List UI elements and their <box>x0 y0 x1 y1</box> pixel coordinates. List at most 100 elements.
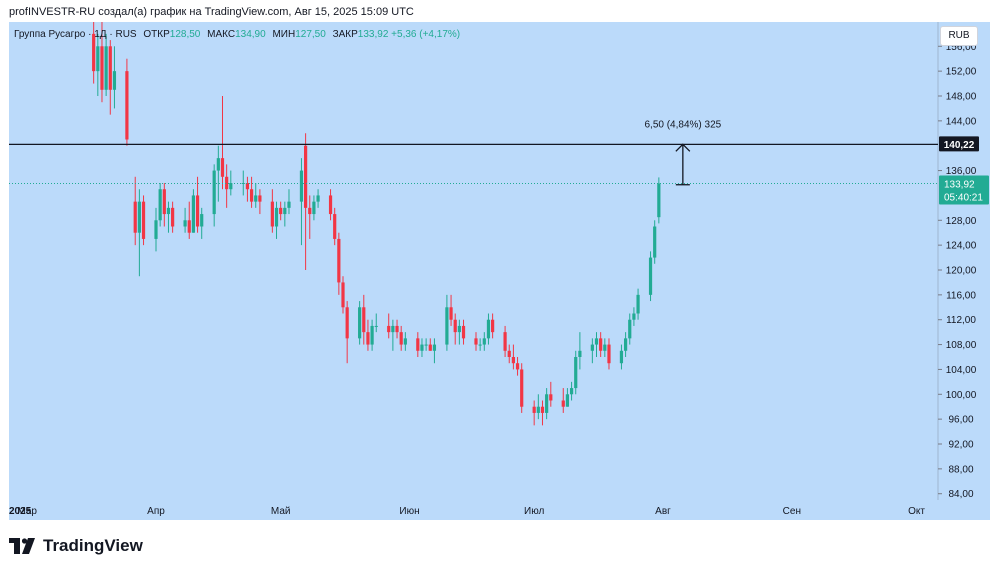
candle-body[interactable] <box>428 344 432 351</box>
candle-body[interactable] <box>362 307 366 333</box>
candle-body[interactable] <box>478 344 482 346</box>
candle-body[interactable] <box>623 338 628 351</box>
candle-body[interactable] <box>569 388 574 395</box>
candle-body[interactable] <box>92 33 96 72</box>
candle-body[interactable] <box>279 207 283 215</box>
candle-body[interactable] <box>399 332 403 345</box>
candle-body[interactable] <box>216 158 220 171</box>
candle-body[interactable] <box>312 201 316 215</box>
candle-body[interactable] <box>565 394 570 407</box>
candle-body[interactable] <box>561 400 565 407</box>
candle-body[interactable] <box>333 214 337 239</box>
candle-body[interactable] <box>387 325 391 333</box>
candle-body[interactable] <box>636 294 640 314</box>
candle-body[interactable] <box>449 307 453 320</box>
candle-body[interactable] <box>607 344 611 364</box>
candle-body[interactable] <box>653 226 657 258</box>
candle-body[interactable] <box>632 313 636 320</box>
candle-body[interactable] <box>108 46 112 90</box>
candle-body[interactable] <box>187 220 191 233</box>
candle-body[interactable] <box>549 394 553 401</box>
candle-body[interactable] <box>366 332 370 345</box>
candle-body[interactable] <box>416 338 420 351</box>
symbol-name[interactable]: Группа Русагро · 1Д · RUS <box>14 29 137 40</box>
currency-button[interactable]: RUB <box>940 26 978 46</box>
candle-body[interactable] <box>628 319 632 339</box>
candle-body[interactable] <box>229 183 233 190</box>
candle-body[interactable] <box>283 207 287 215</box>
candle-body[interactable] <box>195 195 200 227</box>
candle-body[interactable] <box>171 207 175 227</box>
candle-body[interactable] <box>299 170 304 202</box>
candle-body[interactable] <box>270 201 274 227</box>
candle-body[interactable] <box>158 189 162 221</box>
candle-body[interactable] <box>403 338 407 345</box>
candle-body[interactable] <box>594 338 599 345</box>
candle-body[interactable] <box>341 282 345 308</box>
candle-body[interactable] <box>511 357 515 364</box>
candle-body[interactable] <box>249 189 254 202</box>
candle-body[interactable] <box>445 307 449 345</box>
candle-body[interactable] <box>125 71 129 140</box>
candle-body[interactable] <box>308 207 312 215</box>
candle-body[interactable] <box>154 220 158 239</box>
candle-body[interactable] <box>590 344 594 351</box>
candle-body[interactable] <box>374 325 378 327</box>
candle-body[interactable] <box>96 46 100 72</box>
candle-body[interactable] <box>503 332 507 351</box>
candle-body[interactable] <box>200 214 204 227</box>
candle-body[interactable] <box>316 195 320 202</box>
candle-body[interactable] <box>520 369 524 407</box>
candle-body[interactable] <box>461 325 466 339</box>
candle-body[interactable] <box>420 344 424 351</box>
candle-body[interactable] <box>191 195 196 233</box>
candle-body[interactable] <box>599 338 603 351</box>
candle-body[interactable] <box>536 406 540 413</box>
candle-body[interactable] <box>212 170 216 215</box>
plot-area[interactable] <box>9 22 938 500</box>
candle-body[interactable] <box>137 201 141 233</box>
candle-body[interactable] <box>274 207 279 227</box>
candle-body[interactable] <box>424 344 428 346</box>
candle-body[interactable] <box>258 195 262 202</box>
candle-body[interactable] <box>183 220 187 227</box>
candle-body[interactable] <box>328 195 333 215</box>
candle-body[interactable] <box>515 363 520 370</box>
time-scale[interactable] <box>9 500 990 520</box>
tradingview-logo[interactable]: TradingView <box>9 535 143 557</box>
candle-body[interactable] <box>486 319 491 339</box>
candle-body[interactable] <box>100 46 104 90</box>
candle-body[interactable] <box>657 183 661 218</box>
candle-body[interactable] <box>578 350 582 357</box>
candle-body[interactable] <box>457 325 461 333</box>
candle-body[interactable] <box>141 201 146 239</box>
candle-body[interactable] <box>337 238 341 283</box>
candle-body[interactable] <box>245 183 250 190</box>
candle-body[interactable] <box>432 344 437 351</box>
candle-body[interactable] <box>225 176 229 190</box>
candle-body[interactable] <box>395 325 399 333</box>
candle-body[interactable] <box>391 325 395 333</box>
candle-body[interactable] <box>545 394 549 413</box>
candle-body[interactable] <box>345 307 349 339</box>
candle-body[interactable] <box>304 145 308 208</box>
candle-body[interactable] <box>532 406 536 413</box>
candle-body[interactable] <box>287 201 291 208</box>
candle-body[interactable] <box>574 357 578 389</box>
candle-body[interactable] <box>507 350 511 357</box>
candle-body[interactable] <box>619 350 624 364</box>
candle-body[interactable] <box>648 257 653 295</box>
candle-body[interactable] <box>603 344 607 351</box>
price-scale[interactable] <box>938 22 990 500</box>
candle-body[interactable] <box>162 189 166 215</box>
candle-body[interactable] <box>166 207 171 215</box>
candle-body[interactable] <box>112 71 117 90</box>
candle-body[interactable] <box>254 195 258 202</box>
candle-body[interactable] <box>474 338 478 345</box>
candle-body[interactable] <box>540 406 545 413</box>
candle-body[interactable] <box>358 307 362 339</box>
candle-body[interactable] <box>370 325 374 345</box>
candle-body[interactable] <box>482 338 486 345</box>
candle-body[interactable] <box>133 201 137 233</box>
